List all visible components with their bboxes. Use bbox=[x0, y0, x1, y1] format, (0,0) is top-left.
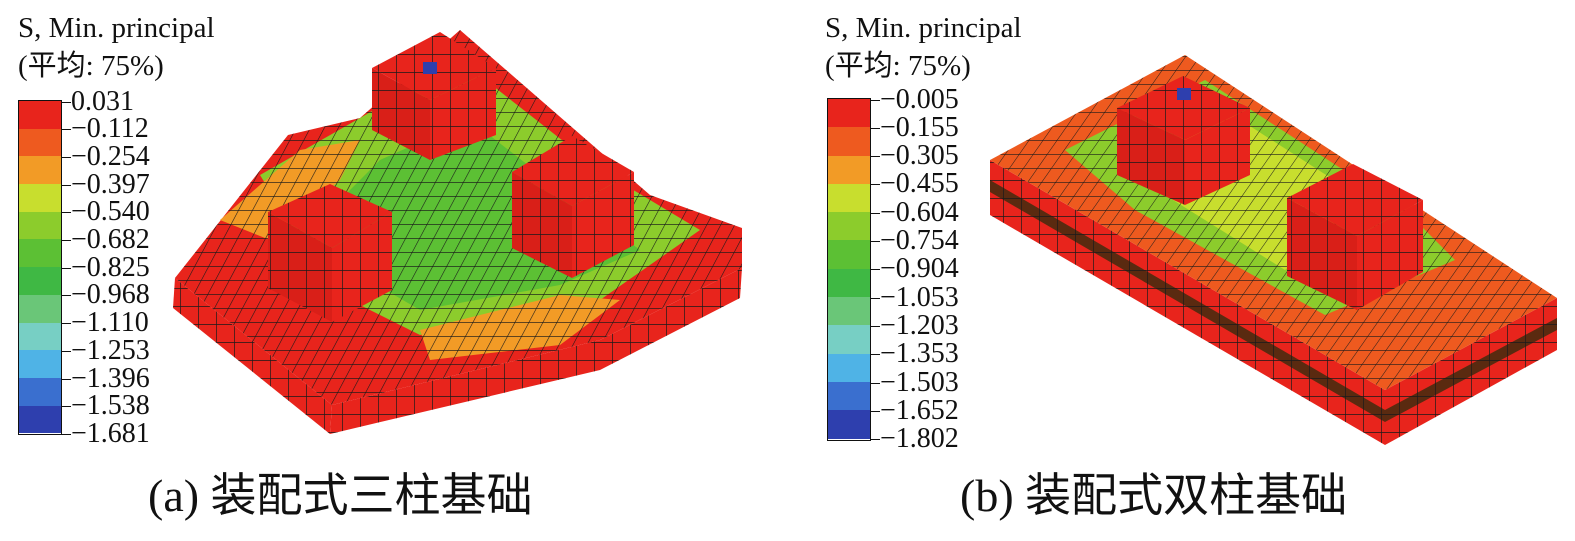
legend-tick bbox=[62, 267, 71, 269]
legend-tick bbox=[62, 323, 71, 325]
column-block-left bbox=[268, 184, 392, 322]
legend-color-swatch bbox=[828, 268, 870, 298]
legend-tick bbox=[871, 382, 880, 384]
legend-subtitle: (平均: 75%) bbox=[18, 50, 164, 82]
legend-color-swatch bbox=[19, 101, 61, 129]
legend-value-label: −0.397 bbox=[71, 168, 150, 200]
legend-tick bbox=[62, 129, 71, 131]
legend-color-swatch bbox=[19, 322, 61, 351]
legend-color-swatch bbox=[828, 325, 870, 354]
legend-tick bbox=[871, 99, 880, 101]
legend-tick bbox=[62, 240, 71, 241]
legend-tick bbox=[871, 269, 880, 271]
legend-color-swatch bbox=[828, 410, 870, 439]
legend-color-swatch bbox=[19, 211, 61, 240]
legend-value-label: −0.455 bbox=[880, 168, 959, 200]
legend-tick bbox=[871, 184, 880, 186]
column-block-back bbox=[372, 32, 496, 160]
two-column-foundation-model bbox=[990, 55, 1557, 445]
legend-tick bbox=[871, 156, 880, 158]
legend-color-swatch bbox=[828, 99, 870, 128]
legend-tick bbox=[62, 184, 71, 186]
legend-tick bbox=[871, 241, 880, 242]
legend-value-label: −1.353 bbox=[880, 338, 959, 370]
legend-value-label: −1.681 bbox=[71, 417, 150, 449]
legend-value-label: −1.538 bbox=[71, 390, 150, 422]
legend-title: S, Min. principal bbox=[18, 12, 215, 44]
legend-tick bbox=[62, 101, 71, 103]
legend-color-swatch bbox=[19, 156, 61, 185]
legend-color-swatch bbox=[19, 239, 61, 268]
figure-caption: (b) 装配式双柱基础 bbox=[960, 470, 1348, 521]
legend-tick bbox=[62, 212, 71, 214]
legend-value-label: −0.904 bbox=[880, 253, 959, 285]
legend-tick bbox=[871, 212, 880, 214]
legend-value-label: −0.254 bbox=[71, 140, 150, 172]
legend-color-swatch bbox=[828, 183, 870, 213]
legend-color-swatch bbox=[19, 377, 61, 406]
legend-color-swatch bbox=[19, 294, 61, 323]
legend-value-label: −0.968 bbox=[71, 279, 150, 311]
legend-value-label: −1.396 bbox=[71, 362, 150, 394]
legend-color-swatch bbox=[828, 127, 870, 156]
legend-color-swatch bbox=[828, 353, 870, 382]
legend-color-swatch bbox=[828, 240, 870, 269]
legend-tick bbox=[871, 297, 880, 299]
legend-value-label: −0.305 bbox=[880, 140, 959, 172]
column-block-front bbox=[1287, 164, 1423, 310]
legend-value-label: −0.112 bbox=[71, 113, 149, 145]
legend-color-swatch bbox=[19, 128, 61, 157]
legend-color-swatch bbox=[19, 405, 61, 434]
legend-tick bbox=[871, 354, 880, 356]
legend-subtitle: (平均: 75%) bbox=[825, 50, 971, 82]
legend-value-label: 0.031 bbox=[71, 85, 134, 117]
legend-color-swatch bbox=[19, 267, 61, 295]
legend-color-swatch bbox=[828, 155, 870, 184]
legend-tick bbox=[62, 350, 71, 352]
legend-tick bbox=[871, 439, 880, 441]
legend-value-label: −0.155 bbox=[880, 111, 959, 143]
legend-title: S, Min. principal bbox=[825, 12, 1022, 44]
legend-value-label: −1.253 bbox=[71, 334, 150, 366]
panel-b: S, Min. principal (平均: 75%) −0.005 −0.155… bbox=[805, 0, 1575, 541]
legend-tick bbox=[871, 325, 880, 327]
legend-value-label: −1.503 bbox=[880, 366, 959, 398]
column-block-right bbox=[512, 136, 634, 278]
panel-a: S, Min. principal (平均: 75%) 0.031 −0.112−… bbox=[18, 12, 742, 521]
legend-value-label: −0.825 bbox=[71, 251, 150, 283]
legend-value-label: −0.604 bbox=[880, 196, 959, 228]
three-column-foundation-model bbox=[173, 30, 742, 434]
column-block-back bbox=[1117, 76, 1250, 205]
legend-tick bbox=[62, 406, 71, 408]
legend-tick bbox=[62, 156, 71, 158]
legend-value-label: −1.203 bbox=[880, 309, 959, 341]
legend-value-label: −0.754 bbox=[880, 225, 959, 256]
legend-color-swatch bbox=[19, 350, 61, 378]
legend-color-swatch bbox=[19, 184, 61, 212]
legend-value-label: −1.053 bbox=[880, 281, 959, 313]
legend-tick bbox=[62, 295, 71, 297]
legend-value-label: −0.005 bbox=[880, 83, 959, 115]
legend-tick bbox=[871, 127, 880, 129]
legend-value-label: −0.682 bbox=[71, 224, 150, 255]
legend-tick bbox=[871, 410, 880, 412]
legend-color-bar bbox=[18, 100, 62, 436]
legend-color-swatch bbox=[828, 381, 870, 411]
legend-tick bbox=[62, 378, 71, 380]
legend-color-bar bbox=[827, 98, 871, 441]
figure-caption: (a) 装配式三柱基础 bbox=[148, 470, 533, 521]
legend-value-label: −0.540 bbox=[71, 196, 150, 228]
legend-value-label: −1.652 bbox=[880, 394, 959, 426]
legend-tick bbox=[62, 433, 71, 435]
legend-value-label: −1.802 bbox=[880, 423, 959, 455]
legend-color-swatch bbox=[828, 297, 870, 326]
legend-color-swatch bbox=[828, 212, 870, 241]
legend-value-label: −1.110 bbox=[71, 307, 149, 339]
